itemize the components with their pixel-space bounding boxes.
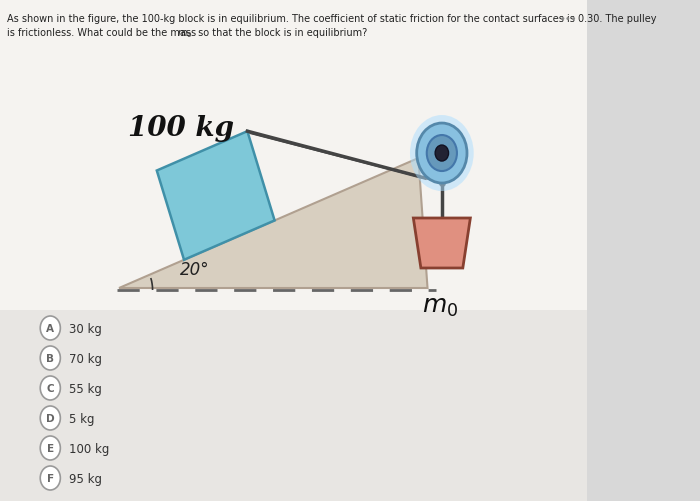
Circle shape (416, 123, 467, 183)
Circle shape (410, 115, 474, 191)
Text: 20°: 20° (180, 261, 209, 279)
Text: 5 kg: 5 kg (69, 412, 95, 425)
Circle shape (435, 145, 449, 161)
Text: $m_0$: $m_0$ (177, 28, 192, 40)
Polygon shape (413, 218, 470, 268)
Text: D: D (46, 414, 55, 424)
Text: $m_0$: $m_0$ (422, 296, 458, 319)
Text: A: A (46, 324, 55, 334)
Polygon shape (157, 131, 274, 260)
Circle shape (40, 316, 60, 340)
Text: 30 kg: 30 kg (69, 323, 102, 336)
Bar (0, 310, 587, 501)
Polygon shape (119, 158, 428, 288)
Circle shape (40, 436, 60, 460)
Circle shape (40, 466, 60, 490)
Bar (0, 0, 587, 310)
Text: is frictionless. What could be the mass: is frictionless. What could be the mass (7, 28, 199, 38)
Circle shape (427, 135, 457, 171)
Text: 55 kg: 55 kg (69, 382, 102, 395)
Text: so that the block is in equilibrium?: so that the block is in equilibrium? (195, 28, 368, 38)
Text: B: B (46, 354, 55, 364)
Text: 100 kg: 100 kg (128, 115, 234, 142)
Text: E: E (47, 444, 54, 454)
Text: 70 kg: 70 kg (69, 353, 102, 366)
Text: •••: ••• (559, 14, 577, 24)
Circle shape (40, 376, 60, 400)
Circle shape (40, 346, 60, 370)
Text: 95 kg: 95 kg (69, 472, 102, 485)
Text: As shown in the figure, the 100-kg block is in equilibrium. The coefficient of s: As shown in the figure, the 100-kg block… (7, 14, 656, 24)
Text: F: F (47, 474, 54, 484)
Text: C: C (46, 384, 54, 394)
Circle shape (40, 406, 60, 430)
Text: 100 kg: 100 kg (69, 442, 109, 455)
